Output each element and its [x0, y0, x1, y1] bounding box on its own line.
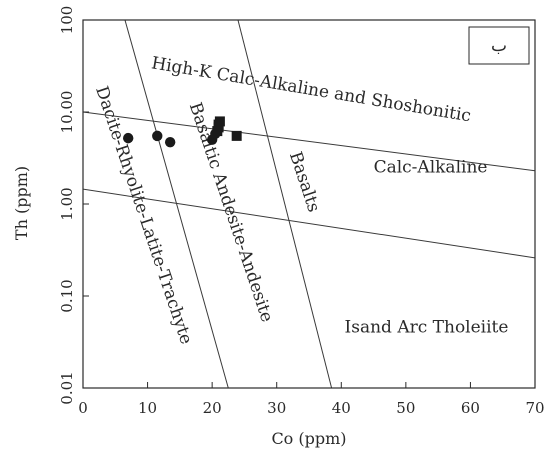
y-axis-ticks: 0.01 0.10 1.00 10.00 100: [58, 6, 89, 405]
boundary-upper-horizontal: [83, 111, 535, 172]
x-tick-label: 60: [461, 399, 480, 417]
x-axis-label: Co (ppm): [271, 429, 346, 448]
boundary-lines: [83, 20, 535, 388]
panel-label-box: ب: [468, 26, 530, 65]
boundary-dacite-basaltic-andesite: [124, 20, 229, 388]
boundary-lower-horizontal: [83, 188, 535, 259]
y-tick-label: 0.10: [58, 279, 76, 312]
region-label: Isand Arc Tholeiite: [345, 318, 509, 338]
y-tick-label: 10.00: [58, 91, 76, 134]
x-axis-ticks: 0 10 20 30 40 50 60 70: [78, 382, 545, 417]
region-label: Calc-Alkaline: [374, 157, 488, 177]
data-points: [123, 116, 242, 148]
y-tick-label: 0.01: [58, 371, 76, 404]
x-tick-label: 70: [525, 399, 544, 417]
x-tick-label: 20: [203, 399, 222, 417]
y-tick-label: 1.00: [58, 187, 76, 220]
data-point-square: [231, 130, 242, 141]
y-axis-label: Th (ppm): [12, 166, 31, 240]
panel-label: ب: [491, 36, 507, 56]
data-point-circle: [123, 132, 134, 144]
x-tick-label: 30: [267, 399, 286, 417]
data-point-circle: [152, 130, 163, 142]
data-point-circle: [164, 136, 176, 148]
x-tick-label: 40: [332, 399, 351, 417]
x-tick-label: 50: [396, 399, 415, 417]
x-tick-label: 10: [138, 399, 157, 417]
x-tick-label: 0: [78, 399, 88, 417]
boundary-andesite-basalt: [237, 20, 333, 388]
data-point-square: [214, 116, 225, 127]
y-tick-label: 100: [58, 6, 76, 35]
